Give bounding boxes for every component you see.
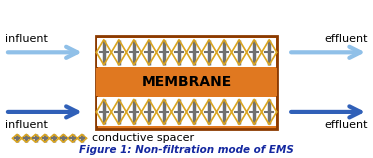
Text: effluent: effluent	[325, 120, 368, 131]
Text: Figure 1: Non-filtration mode of EMS: Figure 1: Non-filtration mode of EMS	[79, 145, 294, 155]
Bar	[96, 36, 277, 129]
Text: influent: influent	[5, 34, 48, 44]
Text: influent: influent	[5, 120, 48, 131]
Bar	[96, 68, 277, 96]
Text: MEMBRANE: MEMBRANE	[141, 75, 232, 89]
Text: effluent: effluent	[325, 34, 368, 44]
Bar	[97, 97, 276, 126]
Bar	[97, 38, 276, 67]
Text: conductive spacer: conductive spacer	[92, 133, 194, 143]
Bar	[13, 133, 87, 144]
